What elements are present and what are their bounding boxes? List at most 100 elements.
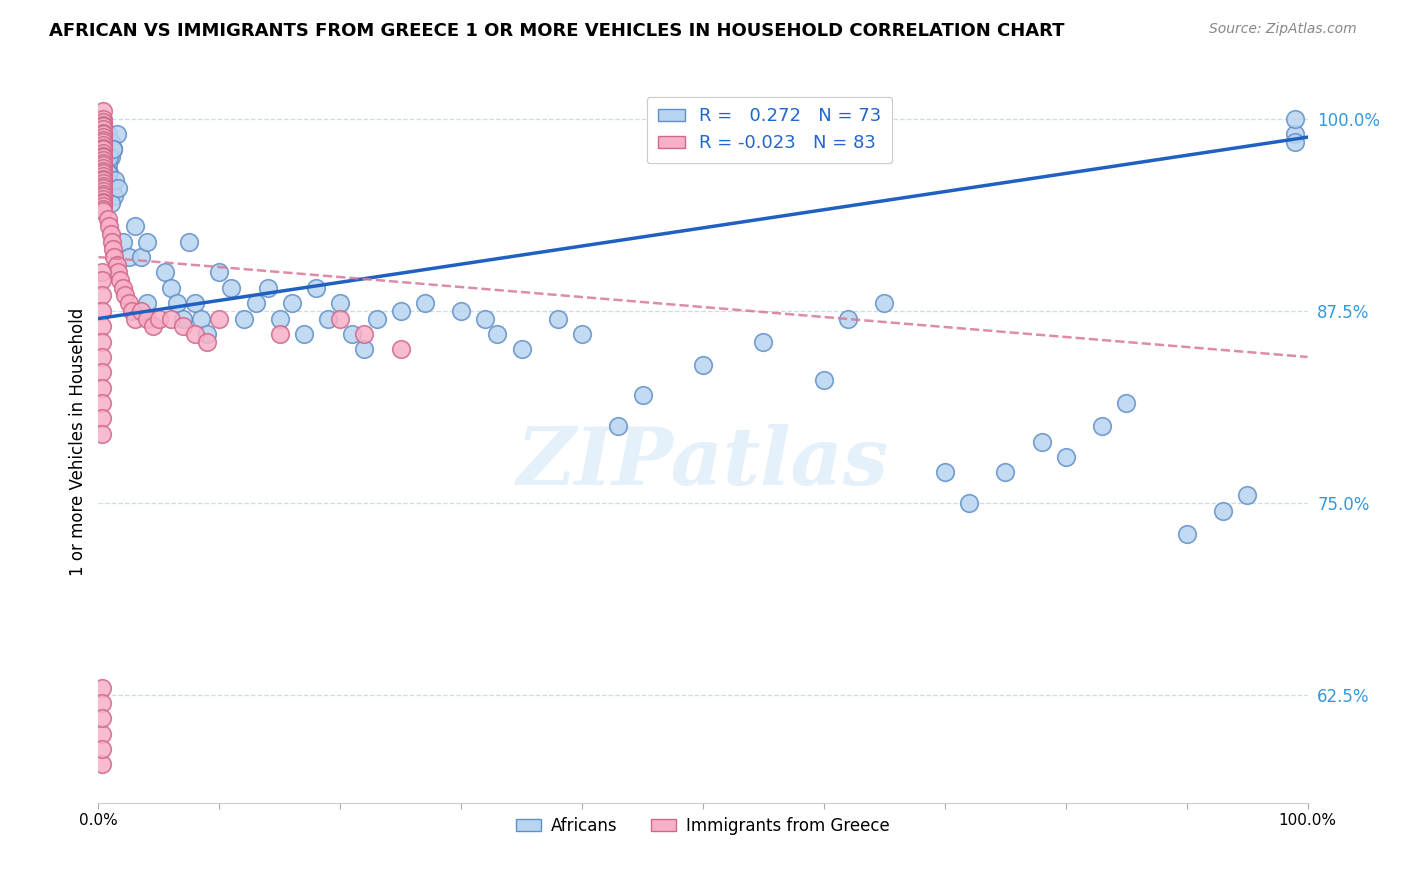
Point: [100, 235, 122, 249]
Point: [1091, 419, 1114, 434]
Point: [160, 311, 183, 326]
Point: [91, 196, 114, 211]
Point: [103, 188, 125, 202]
Point: [91, 203, 114, 218]
Point: [91, 426, 114, 441]
Point: [98, 219, 121, 234]
Point: [105, 258, 128, 272]
Point: [148, 311, 170, 326]
Point: [100, 135, 122, 149]
Point: [118, 296, 141, 310]
Point: [389, 343, 412, 357]
Point: [329, 296, 352, 310]
Point: [269, 326, 291, 341]
Point: [91, 365, 114, 379]
Legend: R =   0.272   N = 73, R = -0.023   N = 83: R = 0.272 N = 73, R = -0.023 N = 83: [647, 96, 893, 163]
Point: [91, 304, 114, 318]
Point: [269, 311, 291, 326]
Point: [100, 196, 122, 211]
Point: [994, 465, 1017, 479]
Point: [172, 311, 194, 326]
Point: [100, 150, 122, 164]
Point: [934, 465, 956, 479]
Point: [105, 127, 128, 141]
Point: [91, 396, 114, 410]
Point: [142, 319, 165, 334]
Point: [190, 311, 212, 326]
Point: [91, 199, 114, 213]
Point: [91, 164, 114, 178]
Point: [692, 358, 714, 372]
Point: [957, 496, 980, 510]
Point: [97, 165, 120, 179]
Text: Source: ZipAtlas.com: Source: ZipAtlas.com: [1209, 22, 1357, 37]
Point: [91, 169, 114, 183]
Point: [91, 681, 114, 695]
Point: [91, 187, 114, 202]
Point: [305, 281, 328, 295]
Point: [1054, 450, 1077, 464]
Point: [91, 288, 114, 302]
Point: [91, 726, 114, 740]
Point: [208, 265, 231, 279]
Point: [91, 192, 114, 206]
Point: [91, 179, 114, 194]
Point: [91, 122, 114, 136]
Point: [474, 311, 496, 326]
Point: [135, 235, 157, 249]
Point: [91, 411, 114, 425]
Point: [873, 296, 896, 310]
Point: [101, 243, 124, 257]
Point: [118, 250, 141, 264]
Y-axis label: 1 or more Vehicles in Household: 1 or more Vehicles in Household: [69, 308, 87, 575]
Point: [91, 150, 114, 164]
Point: [166, 296, 188, 310]
Point: [1175, 526, 1198, 541]
Point: [124, 219, 146, 234]
Point: [353, 343, 375, 357]
Point: [91, 126, 114, 140]
Point: [184, 296, 207, 310]
Point: [91, 130, 114, 145]
Point: [353, 326, 375, 341]
Point: [108, 273, 131, 287]
Point: [91, 334, 114, 349]
Point: [179, 235, 201, 249]
Point: [91, 145, 114, 160]
Point: [91, 184, 114, 198]
Point: [1212, 504, 1234, 518]
Point: [91, 181, 114, 195]
Point: [111, 281, 134, 295]
Point: [104, 173, 127, 187]
Point: [172, 319, 194, 334]
Point: [91, 115, 114, 129]
Point: [91, 156, 114, 170]
Point: [135, 311, 157, 326]
Point: [114, 288, 136, 302]
Point: [91, 127, 114, 141]
Text: AFRICAN VS IMMIGRANTS FROM GREECE 1 OR MORE VEHICLES IN HOUSEHOLD CORRELATION CH: AFRICAN VS IMMIGRANTS FROM GREECE 1 OR M…: [49, 22, 1064, 40]
Point: [221, 281, 243, 295]
Point: [91, 133, 114, 147]
Point: [111, 235, 134, 249]
Point: [450, 304, 472, 318]
Point: [91, 711, 114, 725]
Point: [292, 326, 315, 341]
Point: [1284, 135, 1306, 149]
Point: [124, 311, 146, 326]
Point: [135, 296, 157, 310]
Point: [184, 326, 207, 341]
Point: [91, 135, 114, 149]
Point: [245, 296, 267, 310]
Point: [100, 181, 122, 195]
Point: [195, 334, 218, 349]
Point: [101, 143, 124, 157]
Point: [91, 173, 114, 187]
Point: [342, 326, 364, 341]
Point: [547, 311, 569, 326]
Point: [91, 112, 114, 126]
Point: [91, 350, 114, 364]
Point: [107, 265, 129, 279]
Point: [256, 281, 278, 295]
Point: [1031, 434, 1053, 449]
